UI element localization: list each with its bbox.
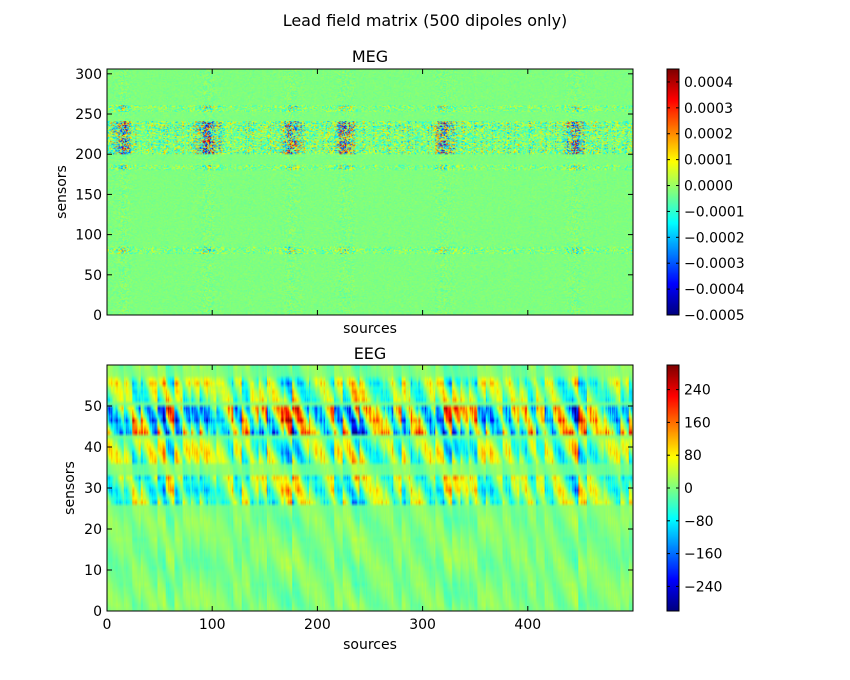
eeg-x-tick-label: 400 <box>514 617 541 633</box>
eeg-x-tick-label: 0 <box>103 617 112 633</box>
eeg-cbar-tick-label: −80 <box>684 514 714 530</box>
meg-cbar-tick-label: 0.0001 <box>684 153 733 169</box>
meg-cbar-tick-label: −0.0001 <box>684 204 745 220</box>
meg-y-tick-label: 100 <box>75 228 102 244</box>
eeg-x-tick-label: 300 <box>409 617 436 633</box>
meg-cbar-tick-label: 0.0004 <box>684 75 733 91</box>
meg-y-axis: 0 50 100 150 200 250 300 <box>75 67 633 324</box>
meg-x-axis <box>106 69 529 315</box>
eeg-y-axis: 0 10 20 30 40 50 <box>84 399 633 620</box>
meg-heatmap-image <box>107 69 633 315</box>
figure-suptitle: Lead field matrix (500 dipoles only) <box>283 11 568 30</box>
meg-colorbar-frame <box>666 68 680 316</box>
eeg-x-tick-label: 100 <box>199 617 226 633</box>
meg-y-tick-label: 200 <box>75 147 102 163</box>
meg-y-axis-label: sensors <box>54 165 70 219</box>
eeg-panel: EEG 0 10 20 30 40 50 0 100 200 300 400 sources se… <box>62 344 722 653</box>
eeg-y-tick-label: 10 <box>84 563 102 579</box>
eeg-cbar-tick-label: 240 <box>684 383 711 399</box>
eeg-cbar-tick-label: 160 <box>684 415 711 431</box>
eeg-cbar-tick-label: −240 <box>684 579 722 595</box>
eeg-cbar-tick-label: −160 <box>684 547 722 563</box>
meg-colorbar <box>667 69 679 315</box>
eeg-heatmap-image <box>107 365 633 611</box>
meg-cbar-tick-label: −0.0004 <box>684 282 745 298</box>
eeg-title: EEG <box>354 344 387 363</box>
meg-cbar-tick-label: −0.0002 <box>684 230 745 246</box>
eeg-colorbar-ticks: 240 160 80 0 −80 −160 −240 <box>667 383 722 595</box>
eeg-colorbar <box>667 365 679 611</box>
eeg-cbar-tick-label: 80 <box>684 448 702 464</box>
eeg-y-tick-label: 30 <box>84 481 102 497</box>
meg-y-tick-label: 50 <box>84 268 102 284</box>
eeg-x-axis-label: sources <box>343 637 397 653</box>
meg-cbar-tick-label: −0.0003 <box>684 256 745 272</box>
meg-y-tick-label: 0 <box>93 308 102 324</box>
meg-title: MEG <box>352 47 388 66</box>
meg-colorbar-ticks: 0.0004 0.0003 0.0002 0.0001 0.0000 −0.0001 −0.… <box>667 75 745 324</box>
eeg-y-tick-label: 0 <box>93 604 102 620</box>
eeg-y-axis-label: sensors <box>62 461 78 515</box>
eeg-x-tick-label: 200 <box>304 617 331 633</box>
meg-y-tick-label: 300 <box>75 67 102 83</box>
meg-y-tick-label: 250 <box>75 107 102 123</box>
eeg-y-tick-label: 20 <box>84 522 102 538</box>
meg-panel: MEG 0 50 100 150 200 250 300 sources sensors 0… <box>54 47 745 337</box>
meg-axes-frame <box>106 68 634 316</box>
meg-cbar-tick-label: 0.0002 <box>684 127 733 143</box>
meg-cbar-tick-label: −0.0005 <box>684 308 745 324</box>
meg-cbar-tick-label: 0.0003 <box>684 101 733 117</box>
meg-y-tick-label: 150 <box>75 187 102 203</box>
eeg-cbar-tick-label: 0 <box>684 481 693 497</box>
eeg-y-tick-label: 50 <box>84 399 102 415</box>
eeg-y-tick-label: 40 <box>84 440 102 456</box>
meg-cbar-tick-label: 0.0000 <box>684 179 733 195</box>
eeg-x-axis: 0 100 200 300 400 <box>103 365 541 633</box>
meg-x-axis-label: sources <box>343 321 397 337</box>
